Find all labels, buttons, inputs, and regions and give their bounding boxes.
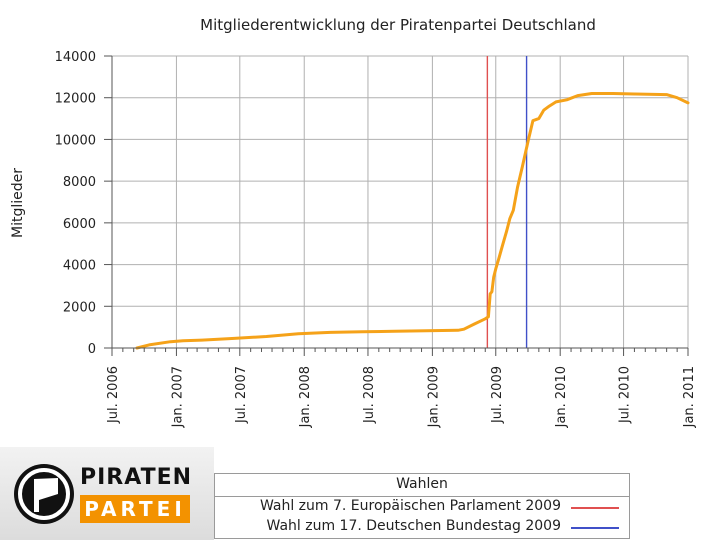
chart: Mitgliederentwicklung der Piratenpartei …	[10, 16, 697, 428]
y-tick-label: 4000	[63, 259, 96, 274]
legend-title: Wahlen	[396, 476, 448, 492]
x-tick-label: Jan. 2008	[298, 366, 313, 428]
legend-swatch-blue	[571, 527, 619, 529]
x-tick-label: Jan. 2009	[426, 366, 441, 428]
legend-entry-europe: Wahl zum 7. Europäischen Parlament 2009	[215, 497, 629, 517]
x-tick-label: Jul. 2007	[234, 366, 249, 424]
y-tick-label: 10000	[55, 133, 96, 148]
x-tick-label: Jan. 2007	[170, 366, 185, 428]
series-line-mitglieder	[135, 92, 690, 350]
chart-title: Mitgliederentwicklung der Piratenpartei …	[200, 16, 596, 34]
y-tick-label: 2000	[63, 300, 96, 315]
y-tick-label: 14000	[55, 50, 96, 65]
x-tick-label: Jul. 2006	[106, 366, 121, 424]
y-tick-label: 12000	[55, 92, 96, 107]
logo-text-partei: PARTEI	[80, 495, 190, 523]
x-tick-label: Jul. 2008	[362, 366, 377, 424]
y-axis-title: Mitglieder	[10, 168, 26, 238]
pirate-flag-icon	[14, 464, 74, 524]
x-tick-label: Jan. 2011	[682, 366, 697, 428]
y-tick-label: 6000	[63, 217, 96, 232]
legend-swatch-red	[571, 507, 619, 509]
piratenpartei-logo: PIRATEN PARTEI	[0, 447, 214, 540]
legend-label-bundestag: Wahl zum 17. Deutschen Bundestag 2009	[266, 518, 562, 534]
x-tick-label: Jul. 2009	[490, 366, 505, 424]
legend-label-europe: Wahl zum 7. Europäischen Parlament 2009	[259, 498, 561, 514]
y-tick-label: 8000	[63, 175, 96, 190]
x-tick-label: Jan. 2010	[554, 366, 569, 428]
legend-entry-bundestag: Wahl zum 17. Deutschen Bundestag 2009	[215, 517, 629, 537]
legend: Wahlen Wahl zum 7. Europäischen Parlamen…	[214, 473, 630, 539]
y-tick-label: 0	[88, 342, 96, 357]
legend-divider	[215, 496, 629, 497]
logo-text-piraten: PIRATEN	[80, 465, 193, 490]
x-tick-label: Jul. 2010	[618, 366, 633, 424]
